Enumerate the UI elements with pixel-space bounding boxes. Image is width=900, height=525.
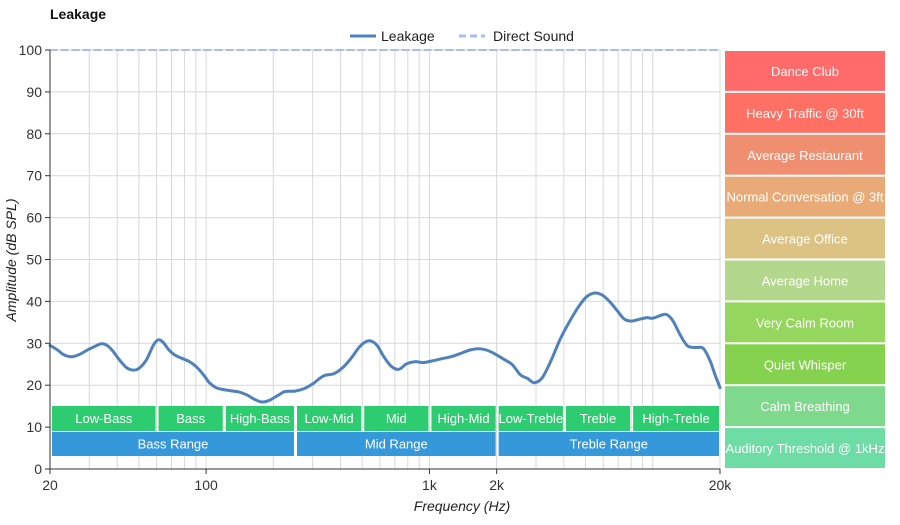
reference-level-label: Very Calm Room (756, 315, 854, 330)
y-tick-label: 80 (26, 126, 42, 142)
x-tick-label: 2k (489, 477, 505, 493)
reference-level-bar (725, 134, 885, 175)
series-layer (48, 49, 722, 404)
legend: Leakage Direct Sound (350, 28, 574, 44)
frequency-bands: Low-Bass Bass High-Bass Low-Mid Mid High-Mid L… (52, 406, 719, 456)
reference-level-label: Normal Conversation @ 3ft (727, 190, 884, 205)
frequency-band-bar (633, 406, 719, 431)
x-tick-label: 20k (709, 477, 733, 493)
legend-label: Leakage (381, 28, 435, 44)
y-tick-label: 90 (26, 84, 42, 100)
frequency-band-bar (364, 406, 429, 431)
reference-level-bar (725, 176, 885, 217)
frequency-band-bar (498, 406, 563, 431)
frequency-band-label: High-Mid (438, 411, 490, 426)
frequency-band-bar (225, 406, 294, 431)
frequency-band-label: High-Treble (642, 411, 709, 426)
reference-level-label: Average Office (762, 232, 848, 247)
frequency-band-bar (158, 406, 223, 431)
y-tick-label: 0 (34, 461, 42, 477)
reference-level-label: Auditory Threshold @ 1kHz (726, 441, 885, 456)
reference-level-bar (725, 218, 885, 259)
frequency-band-bar (296, 406, 362, 431)
y-tick-label: 10 (26, 419, 42, 435)
frequency-range-bar (498, 432, 719, 456)
reference-level-bar (725, 260, 885, 301)
reference-level-label: Average Home (762, 273, 848, 288)
reference-level-label: Average Restaurant (747, 148, 863, 163)
axes: 0 10 20 30 40 50 60 70 80 90 100 20 100 1k 2k 20k (19, 42, 733, 493)
frequency-range-label: Bass Range (138, 437, 209, 452)
frequency-band-label: Low-Mid (305, 411, 354, 426)
y-tick-label: 30 (26, 335, 42, 351)
x-tick-label: 20 (42, 477, 58, 493)
y-tick-label: 100 (19, 42, 43, 58)
reference-level-label: Quiet Whisper (764, 357, 847, 372)
y-tick-label: 20 (26, 377, 42, 393)
reference-level-bar (725, 428, 885, 468)
frequency-range-label: Mid Range (365, 437, 428, 452)
y-tick-label: 70 (26, 168, 42, 184)
reference-level-bar (725, 92, 885, 133)
reference-level-bar (725, 386, 885, 427)
frequency-band-bar (565, 406, 631, 431)
frequency-range-bar (296, 432, 496, 456)
frequency-band-label: Treble (580, 411, 616, 426)
reference-level-bar (725, 302, 885, 343)
reference-levels: Dance Club Heavy Traffic @ 30ft Average Re… (725, 51, 885, 468)
series-line-leakage (48, 291, 722, 404)
x-axis-label: Frequency (Hz) (414, 498, 510, 514)
reference-level-bar (725, 344, 885, 385)
frequency-band-bar (431, 406, 496, 431)
y-tick-label: 60 (26, 210, 42, 226)
y-axis-label: Amplitude (dB SPL) (3, 199, 19, 323)
x-tick-label: 100 (194, 477, 218, 493)
y-tick-label: 40 (26, 293, 42, 309)
legend-label: Direct Sound (493, 28, 574, 44)
frequency-band-label: High-Bass (230, 411, 290, 426)
y-tick-label: 50 (26, 252, 42, 268)
reference-level-label: Heavy Traffic @ 30ft (746, 106, 864, 121)
reference-level-bar (725, 51, 885, 91)
frequency-range-label: Treble Range (570, 437, 648, 452)
reference-level-label: Dance Club (771, 64, 839, 79)
frequency-band-label: Low-Treble (499, 411, 564, 426)
frequency-range-bar (52, 432, 294, 456)
frequency-band-label: Low-Bass (75, 411, 133, 426)
frequency-band-label: Mid (386, 411, 407, 426)
frequency-band-label: Bass (176, 411, 205, 426)
reference-level-label: Calm Breathing (760, 399, 850, 414)
frequency-band-bar (52, 406, 156, 431)
chart-title: Leakage (50, 6, 106, 22)
x-tick-label: 1k (422, 477, 438, 493)
